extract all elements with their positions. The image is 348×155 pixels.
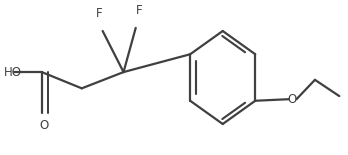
Text: F: F: [136, 4, 143, 17]
Text: O: O: [288, 93, 297, 106]
Text: F: F: [96, 7, 103, 20]
Text: HO: HO: [3, 66, 22, 79]
Text: O: O: [39, 119, 48, 132]
